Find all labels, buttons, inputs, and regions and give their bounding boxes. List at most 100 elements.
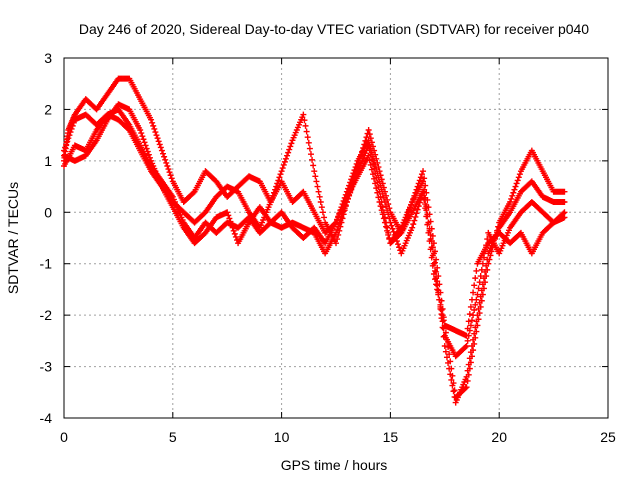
- data-point: [379, 190, 386, 197]
- data-point: [314, 183, 321, 190]
- data-point: [162, 156, 169, 163]
- data-point: [148, 116, 155, 123]
- y-tick-label: -4: [40, 410, 53, 426]
- data-point: [478, 287, 485, 294]
- data-point: [466, 311, 473, 318]
- data-point: [303, 128, 310, 135]
- data-point: [352, 164, 359, 171]
- data-point: [482, 268, 489, 275]
- data-point: [277, 171, 284, 178]
- data-point: [284, 152, 291, 159]
- data-point: [420, 188, 427, 195]
- data-point: [465, 361, 472, 368]
- data-point: [373, 185, 380, 192]
- x-tick-label: 25: [600, 429, 616, 445]
- data-point: [443, 354, 450, 361]
- x-tick-label: 5: [169, 429, 177, 445]
- data-point: [318, 204, 325, 211]
- data-point: [285, 149, 292, 156]
- data-point: [374, 189, 381, 196]
- data-point: [509, 192, 516, 199]
- data-point: [138, 130, 145, 137]
- data-point: [561, 188, 568, 195]
- data-point: [436, 296, 443, 303]
- data-point: [411, 217, 418, 224]
- data-point: [421, 196, 428, 203]
- data-point: [153, 132, 160, 139]
- data-point: [422, 205, 429, 212]
- data-point: [381, 219, 388, 226]
- data-point: [333, 229, 339, 236]
- x-tick-label: 15: [383, 429, 399, 445]
- data-point: [65, 135, 72, 142]
- data-point: [464, 367, 471, 374]
- data-point: [476, 279, 483, 286]
- data-point: [287, 143, 294, 150]
- data-point: [157, 144, 164, 151]
- data-point: [433, 275, 440, 282]
- data-point: [451, 387, 458, 394]
- data-point: [141, 139, 148, 146]
- data-point: [140, 136, 147, 143]
- data-point: [561, 209, 568, 216]
- x-tick-label: 10: [274, 429, 290, 445]
- data-point: [377, 203, 384, 210]
- data-point: [365, 127, 372, 133]
- data-point: [366, 131, 373, 138]
- data-point: [137, 127, 144, 133]
- data-point: [168, 175, 175, 182]
- data-point: [417, 174, 424, 181]
- data-point: [448, 376, 455, 383]
- data-point: [467, 349, 474, 356]
- data-point: [383, 223, 390, 230]
- data-point: [163, 159, 170, 166]
- data-point: [473, 267, 480, 274]
- data-point: [472, 301, 479, 308]
- data-point: [316, 193, 323, 200]
- data-point: [306, 145, 313, 152]
- data-point: [281, 158, 288, 165]
- data-point: [445, 359, 452, 366]
- data-point: [420, 178, 427, 185]
- data-point: [440, 317, 447, 324]
- data-point: [473, 318, 480, 325]
- data-point: [421, 175, 428, 182]
- data-point: [312, 173, 319, 180]
- data-point: [386, 215, 393, 222]
- data-point: [438, 307, 445, 313]
- data-point: [446, 351, 453, 358]
- data-point: [158, 147, 165, 154]
- data-point: [433, 281, 440, 288]
- data-point: [376, 199, 383, 205]
- y-tick-label: -3: [40, 359, 53, 375]
- data-point: [63, 141, 70, 148]
- data-point: [427, 246, 434, 253]
- data-point: [66, 132, 73, 139]
- data-point: [472, 324, 479, 331]
- data-point: [462, 344, 469, 351]
- data-point: [300, 111, 307, 118]
- data-point: [423, 213, 430, 220]
- data-point: [165, 166, 172, 173]
- data-point: [467, 303, 474, 310]
- data-point: [307, 151, 314, 158]
- data-point: [321, 214, 328, 221]
- data-point: [516, 171, 523, 178]
- plot-border: [63, 57, 609, 419]
- data-point: [432, 276, 439, 283]
- data-point: [381, 214, 388, 221]
- data-point: [463, 343, 470, 349]
- data-point: [420, 168, 427, 175]
- data-point: [466, 355, 473, 362]
- data-point: [380, 194, 387, 201]
- data-point: [348, 176, 355, 183]
- data-point: [310, 162, 317, 169]
- data-point: [301, 117, 308, 124]
- data-point: [190, 189, 197, 196]
- data-point: [413, 210, 420, 217]
- data-point: [334, 226, 341, 233]
- data-point: [151, 125, 158, 132]
- data-point: [561, 214, 568, 221]
- data-point: [476, 299, 483, 306]
- data-point: [143, 145, 150, 152]
